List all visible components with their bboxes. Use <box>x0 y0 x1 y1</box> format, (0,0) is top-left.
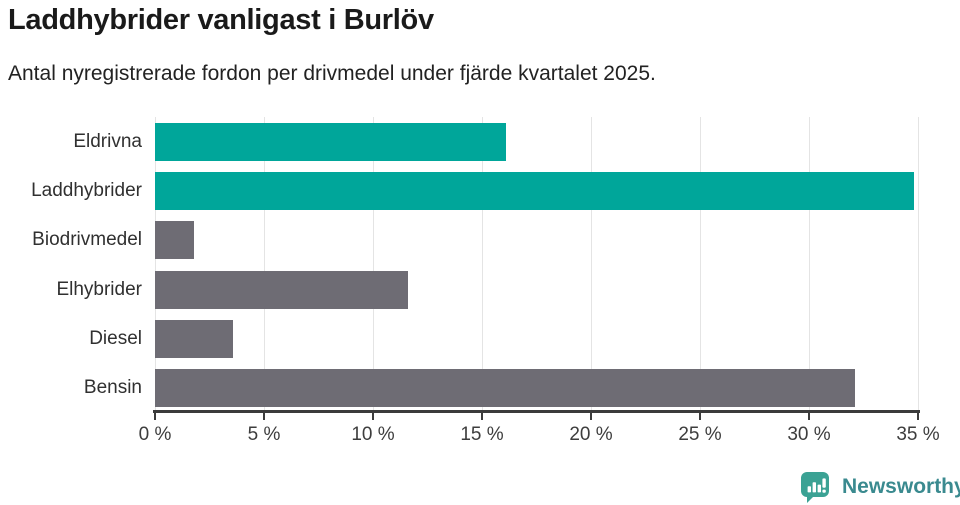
category-label: Bensin <box>83 377 142 399</box>
gridline <box>373 117 374 413</box>
bar <box>155 171 914 210</box>
x-axis-tick <box>372 413 374 420</box>
x-axis-tick <box>808 413 810 420</box>
x-axis-tick <box>481 413 483 420</box>
newsworthy-logo[interactable]: Newsworthy <box>799 471 960 503</box>
x-axis-tick-label: 15 % <box>460 424 504 445</box>
x-axis-tick-label: 35 % <box>896 424 940 445</box>
x-axis-tick-label: 30 % <box>787 424 831 445</box>
category-label: Diesel <box>89 327 142 349</box>
x-axis-tick <box>699 413 701 420</box>
gridlines <box>155 117 919 413</box>
gridline <box>700 117 701 413</box>
newsworthy-icon <box>801 472 829 503</box>
x-axis-tick-label: 10 % <box>351 424 395 445</box>
bar-row: Bensin <box>84 364 918 413</box>
bar-row: Laddhybrider <box>31 166 918 215</box>
bar <box>155 270 408 309</box>
x-axis-tick <box>154 413 156 420</box>
x-axis-tick <box>590 413 592 420</box>
bar-row: Diesel <box>89 314 918 363</box>
bar <box>155 369 855 408</box>
gridline <box>264 117 265 413</box>
plot-area: Eldrivna Laddhybrider Biodrivmedel Elhybrid… <box>31 117 919 413</box>
bar-row: Elhybrider <box>56 265 918 314</box>
x-axis-tick-label: 0 % <box>138 424 172 445</box>
gridline <box>918 117 919 413</box>
x-axis-tick <box>263 413 265 420</box>
x-axis-tick-label: 20 % <box>569 424 613 445</box>
bar-row: Eldrivna <box>73 117 918 166</box>
chart-title: Laddhybrider vanligast i Burlöv <box>8 4 434 36</box>
category-label: Eldrivna <box>73 130 142 152</box>
newsworthy-wordmark: Newsworthy <box>842 475 960 498</box>
category-label: Elhybrider <box>56 278 142 300</box>
category-label: Biodrivmedel <box>32 229 142 251</box>
x-axis-tick-label: 25 % <box>678 424 722 445</box>
x-axis-tick-label: 5 % <box>247 424 281 445</box>
bar-rows: Eldrivna Laddhybrider Biodrivmedel Elhybrid… <box>31 117 918 413</box>
bar <box>155 319 234 358</box>
gridline <box>482 117 483 413</box>
chart-subtitle: Antal nyregistrerade fordon per drivmede… <box>8 62 656 85</box>
x-axis-line <box>153 410 920 413</box>
x-axis-tick <box>917 413 919 420</box>
bar <box>155 221 195 260</box>
bar <box>155 122 506 161</box>
gridline <box>591 117 592 413</box>
category-label: Laddhybrider <box>31 179 142 201</box>
gridline <box>809 117 810 413</box>
bar-row: Biodrivmedel <box>32 216 918 265</box>
gridline <box>155 117 156 413</box>
